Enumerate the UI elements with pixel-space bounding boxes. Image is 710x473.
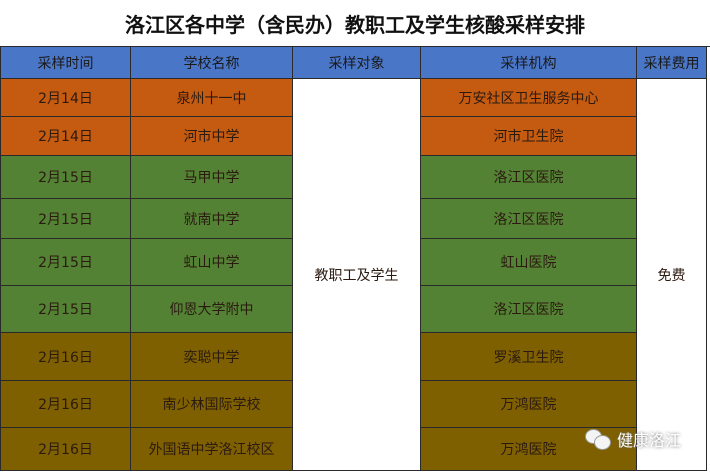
column-header: 采样时间 <box>0 46 131 79</box>
date-cell: 2月16日 <box>0 380 131 428</box>
column-header: 采样机构 <box>420 46 637 79</box>
target-cell: 教职工及学生 <box>292 78 421 471</box>
date-cell: 2月15日 <box>0 155 131 199</box>
org-cell: 洛江区医院 <box>420 155 637 199</box>
school-cell: 外国语中学洛江校区 <box>130 427 293 471</box>
org-cell: 河市卫生院 <box>420 116 637 156</box>
date-cell: 2月14日 <box>0 116 131 156</box>
wechat-icon <box>585 429 611 450</box>
date-cell: 2月14日 <box>0 78 131 117</box>
fee-cell: 免费 <box>636 78 707 471</box>
org-cell: 洛江区医院 <box>420 198 637 239</box>
org-cell: 罗溪卫生院 <box>420 332 637 381</box>
column-header: 学校名称 <box>130 46 293 79</box>
page-title: 洛江区各中学（含民办）教职工及学生核酸采样安排 <box>0 0 710 47</box>
org-cell: 虹山医院 <box>420 238 637 286</box>
school-cell: 泉州十一中 <box>130 78 293 117</box>
school-cell: 就南中学 <box>130 198 293 239</box>
org-cell: 万安社区卫生服务中心 <box>420 78 637 117</box>
org-cell: 洛江区医院 <box>420 285 637 333</box>
school-cell: 仰恩大学附中 <box>130 285 293 333</box>
watermark-text: 健康洛江 <box>617 431 682 450</box>
column-header: 采样对象 <box>292 46 421 79</box>
org-cell: 万鸿医院 <box>420 380 637 428</box>
date-cell: 2月15日 <box>0 285 131 333</box>
school-cell: 马甲中学 <box>130 155 293 199</box>
watermark: 健康洛江 <box>585 427 681 451</box>
date-cell: 2月15日 <box>0 238 131 286</box>
date-cell: 2月16日 <box>0 332 131 381</box>
school-cell: 奕聪中学 <box>130 332 293 381</box>
date-cell: 2月16日 <box>0 427 131 471</box>
column-header: 采样费用 <box>636 46 707 79</box>
school-cell: 虹山中学 <box>130 238 293 286</box>
school-cell: 河市中学 <box>130 116 293 156</box>
date-cell: 2月15日 <box>0 198 131 239</box>
school-cell: 南少林国际学校 <box>130 380 293 428</box>
